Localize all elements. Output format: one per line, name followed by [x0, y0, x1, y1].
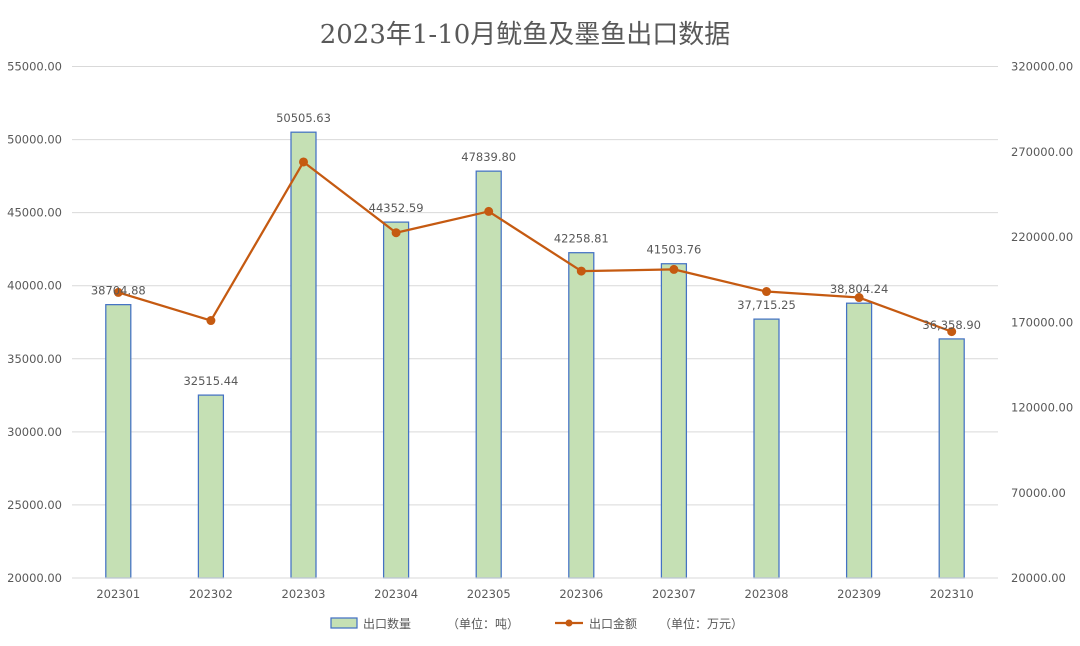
- bar-data-labels: 38704.88 32515.44 50505.63 44352.59 47839.80…: [91, 111, 981, 388]
- right-tick-label: 320000.00: [1011, 60, 1073, 74]
- x-axis: 202301 202302 202303 202304 202305 202306 2023…: [72, 577, 998, 601]
- x-tick-label: 202304: [374, 587, 418, 601]
- x-tick-label: 202306: [559, 587, 603, 601]
- right-axis: 20000.00 70000.00 120000.00 170000.00 220000…: [1011, 60, 1073, 586]
- line-point-202306: [576, 266, 586, 276]
- bar-data-label: 37,715.25: [737, 298, 796, 312]
- legend-line-name: 出口金额: [589, 616, 637, 631]
- right-tick-label: 70000.00: [1011, 486, 1066, 500]
- left-tick-label: 25000.00: [7, 498, 62, 512]
- bar-data-label: 32515.44: [183, 374, 238, 388]
- line-point-202307: [669, 264, 679, 274]
- left-tick-label: 35000.00: [7, 352, 62, 366]
- bar-data-label: 42258.81: [554, 232, 609, 246]
- bar-202309: [845, 302, 873, 579]
- x-tick-label: 202307: [652, 587, 696, 601]
- bar-data-label: 50505.63: [276, 111, 331, 125]
- line-point-202301: [113, 287, 123, 297]
- bar-data-label: 44352.59: [369, 201, 424, 215]
- gridlines: [72, 66, 998, 506]
- x-tick-label: 202305: [467, 587, 511, 601]
- bar-data-label: 36,358.90: [922, 318, 981, 332]
- left-tick-label: 20000.00: [7, 571, 62, 585]
- left-tick-label: 40000.00: [7, 279, 62, 293]
- chart-title: 2023年1-10月鱿鱼及墨鱼出口数据: [320, 20, 731, 50]
- bar-202306: [568, 252, 595, 579]
- bar-series: [105, 131, 965, 579]
- bar-202308: [753, 318, 780, 579]
- x-tick-label: 202310: [930, 587, 974, 601]
- line-point-202305: [484, 206, 494, 216]
- bar-202302: [197, 394, 225, 579]
- line-point-202303: [299, 157, 308, 167]
- line-point-202302: [206, 316, 216, 326]
- left-tick-label: 55000.00: [7, 60, 62, 74]
- left-tick-label: 30000.00: [7, 425, 62, 439]
- bar-data-label: 38704.88: [91, 284, 146, 298]
- legend-line-marker: [565, 619, 573, 627]
- line-point-202308: [762, 287, 771, 297]
- bar-data-label: 47839.80: [461, 150, 516, 164]
- line-point-202309: [854, 293, 864, 303]
- line-point-202304: [391, 228, 401, 238]
- right-tick-label: 120000.00: [1011, 401, 1073, 415]
- bar-202307: [660, 263, 688, 579]
- line-path: [117, 160, 953, 333]
- bar-data-label: 38,804.24: [830, 282, 889, 296]
- bar-202310: [938, 338, 965, 579]
- bar-data-label: 41503.76: [646, 243, 701, 257]
- line-series: [113, 157, 957, 337]
- bar-202304: [382, 221, 410, 579]
- left-axis: 20000.00 25000.00 30000.00 35000.00 40000.00…: [7, 60, 62, 586]
- x-tick-label: 202308: [745, 587, 789, 601]
- legend: 出口数量 （单位：吨） 出口金额 （单位：万元）: [330, 616, 743, 631]
- bar-202305: [475, 170, 502, 579]
- right-tick-label: 170000.00: [1011, 315, 1073, 329]
- bar-202303: [290, 131, 317, 579]
- right-tick-label: 220000.00: [1011, 230, 1073, 244]
- bar-202301: [105, 304, 132, 579]
- x-tick-label: 202301: [96, 587, 140, 601]
- legend-bar-unit: （单位：吨）: [447, 616, 519, 631]
- left-tick-label: 50000.00: [7, 133, 62, 147]
- line-point-202310: [947, 327, 957, 337]
- x-tick-label: 202303: [282, 587, 326, 601]
- x-tick-label: 202302: [189, 587, 233, 601]
- right-tick-label: 270000.00: [1011, 145, 1073, 159]
- right-tick-label: 20000.00: [1011, 571, 1066, 585]
- x-tick-label: 202309: [837, 587, 881, 601]
- legend-line-unit: （单位：万元）: [659, 616, 743, 631]
- left-tick-label: 45000.00: [7, 206, 62, 220]
- legend-bar-name: 出口数量: [363, 616, 411, 631]
- legend-bar-swatch: [330, 617, 358, 629]
